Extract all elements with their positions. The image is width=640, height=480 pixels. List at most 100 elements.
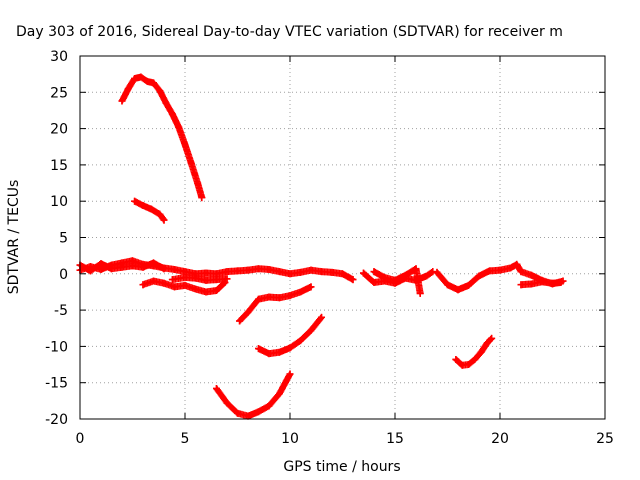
data-point (328, 268, 336, 276)
data-point (349, 276, 357, 284)
data-point (175, 123, 183, 131)
data-point (168, 110, 176, 118)
y-tick-label: -15 (45, 376, 68, 392)
data-point (458, 361, 466, 369)
data-point (255, 265, 262, 273)
data-point (131, 75, 139, 83)
data-point (192, 274, 199, 282)
data-point (475, 272, 483, 280)
data-point (488, 334, 496, 342)
data-point (202, 288, 210, 296)
x-tick-label: 20 (491, 431, 509, 447)
data-point (118, 97, 126, 105)
data-point (265, 402, 273, 410)
data-point (557, 279, 565, 287)
data-point (276, 390, 283, 398)
data-marker-trail (213, 370, 294, 420)
y-tick-label: 15 (50, 158, 68, 174)
y-tick-label: 0 (59, 267, 68, 283)
data-point (454, 286, 462, 294)
data-point (318, 268, 325, 276)
axis-ticks: 0 5 10 15 20 25 -20 -15 -10 -5 0 5 10 15 20 25 30 (45, 49, 614, 447)
data-point (156, 210, 164, 218)
data-point (391, 276, 399, 284)
data-point (471, 355, 479, 363)
data-point (307, 266, 315, 274)
data-point (255, 295, 262, 303)
data-point (160, 279, 168, 287)
data-point (202, 269, 210, 277)
data-point (433, 268, 441, 276)
data-point (507, 264, 514, 272)
data-point (517, 281, 525, 289)
data-point (276, 294, 283, 302)
data-series (213, 370, 294, 420)
data-point (513, 260, 521, 268)
data-point (192, 285, 199, 293)
data-marker-trail (517, 278, 565, 289)
data-point (202, 276, 210, 284)
data-point (265, 293, 273, 301)
data-point (234, 409, 241, 417)
y-tick-label: 25 (50, 85, 68, 101)
data-point (276, 348, 283, 356)
y-tick-label: 5 (59, 231, 68, 247)
data-point (87, 267, 94, 275)
data-point (213, 286, 220, 294)
data-point (139, 263, 147, 271)
data-point (423, 272, 430, 280)
data-point (307, 326, 315, 334)
data-point (528, 271, 535, 279)
data-point (160, 216, 168, 224)
data-point (538, 278, 546, 286)
data-point (465, 361, 472, 369)
data-point (234, 267, 241, 275)
data-point (171, 283, 178, 291)
data-point (465, 281, 472, 289)
data-point (213, 276, 220, 284)
data-point (255, 408, 262, 416)
data-series (452, 334, 496, 369)
data-point (223, 275, 231, 283)
y-tick-label: -20 (45, 412, 68, 428)
data-point (181, 273, 189, 281)
data-series (131, 197, 168, 224)
data-point (496, 266, 504, 274)
data-marker-trail (452, 334, 496, 369)
data-point (286, 292, 294, 300)
data-series (433, 260, 567, 294)
x-tick-label: 25 (596, 431, 614, 447)
data-series (370, 265, 424, 297)
data-point (477, 348, 485, 356)
data-point (129, 262, 136, 270)
data-points (76, 73, 567, 420)
data-point (286, 370, 294, 378)
data-point (276, 268, 283, 276)
data-point (168, 276, 176, 284)
data-point (194, 179, 202, 187)
data-point (137, 73, 145, 81)
x-tick-label: 5 (181, 431, 190, 447)
data-point (402, 271, 409, 279)
data-point (160, 265, 168, 273)
y-tick-label: 10 (50, 194, 68, 210)
data-point (124, 85, 132, 93)
data-point (223, 399, 231, 407)
data-point (412, 265, 420, 273)
data-point (213, 385, 220, 393)
data-point (97, 260, 105, 268)
plot-frame (79, 55, 606, 420)
data-point (370, 279, 378, 287)
data-point (223, 268, 231, 276)
data-point (150, 259, 157, 267)
data-point (236, 317, 244, 325)
data-point (255, 345, 262, 353)
data-point (486, 267, 493, 275)
data-marker-trail (236, 283, 315, 325)
y-tick-label: -10 (45, 339, 68, 355)
data-point (297, 337, 304, 345)
data-point (162, 99, 170, 107)
data-point (143, 77, 151, 85)
data-point (150, 79, 157, 87)
data-point (156, 87, 164, 95)
